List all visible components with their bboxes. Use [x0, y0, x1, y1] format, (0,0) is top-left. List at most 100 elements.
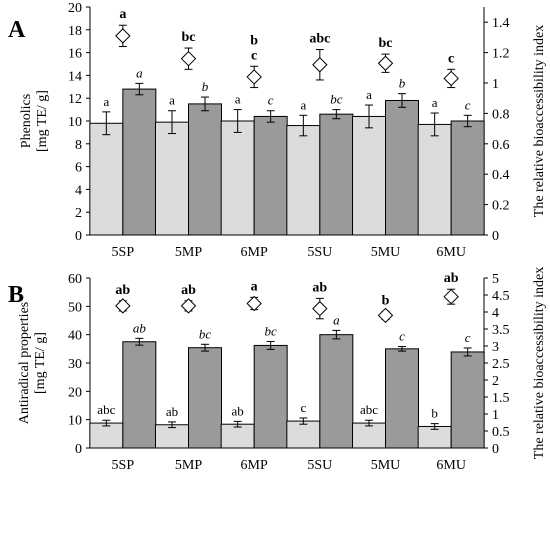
y-tick-label: 50 [68, 300, 82, 315]
y-axis-label-line: Phenolics [19, 94, 34, 148]
bar [417, 123, 452, 236]
index-marker [180, 50, 197, 67]
y-tick-label: 20 [68, 1, 82, 16]
y-tick-label: 4 [75, 183, 82, 198]
y2-axis-label: The relative bioaccessibility index [532, 25, 547, 217]
y-axis-label-line: [mg TE/ g] [33, 332, 48, 394]
y-tick-label: 0 [75, 442, 82, 457]
y-tick-label: 6 [75, 161, 82, 176]
bar-significance-letter: c [399, 329, 405, 344]
bar-significance-letter: bc [330, 92, 343, 107]
y-axis-label: Antiradical properties[mg TE/ g] [17, 302, 48, 424]
y-tick-label: 60 [68, 272, 82, 287]
index-marker [312, 57, 328, 73]
index-marker [443, 70, 459, 87]
y2-tick-label: 1.4 [492, 16, 510, 31]
x-tick-label: 6MU [436, 458, 466, 473]
bar-significance-letter: c [465, 330, 471, 345]
bar [220, 423, 255, 449]
bar [253, 344, 288, 449]
index-marker [246, 295, 262, 312]
index-marker [115, 28, 131, 44]
x-tick-label: 5SP [112, 458, 135, 473]
bar-significance-letter: b [399, 76, 406, 91]
index-significance-letter: bc [182, 30, 196, 45]
y-tick-label: 30 [68, 357, 82, 372]
bar [319, 334, 354, 449]
bar-significance-letter: a [366, 87, 372, 102]
y-tick-label: 8 [75, 138, 82, 153]
y-tick-label: 2 [75, 206, 82, 221]
y2-tick-label: 1.2 [492, 47, 510, 62]
bar [89, 422, 124, 449]
y2-tick-label: 0.6 [492, 138, 510, 153]
index-marker [246, 69, 262, 85]
bar [385, 99, 419, 236]
bar [188, 347, 222, 449]
y2-tick-label: 0.8 [492, 107, 510, 122]
y-tick-label: 0 [75, 229, 82, 244]
y2-tick-label: 3.5 [492, 323, 510, 338]
bar [122, 88, 157, 236]
index-marker [115, 298, 131, 314]
index-significance-letter: c [448, 51, 454, 66]
index-significance-letter-extra: b [250, 33, 258, 48]
panel-label: A [8, 17, 26, 43]
x-tick-label: 5MP [175, 245, 202, 260]
x-tick-label: 5MU [371, 458, 401, 473]
bar [89, 122, 124, 236]
bar [286, 420, 321, 449]
index-marker [312, 300, 328, 317]
bar-significance-letter: bc [199, 326, 212, 341]
bar [319, 113, 354, 236]
index-significance-letter: abc [309, 32, 330, 47]
bar-significance-letter: a [333, 312, 340, 327]
y-tick-label: 16 [68, 47, 82, 62]
index-marker [377, 55, 394, 71]
bar [352, 115, 386, 236]
x-tick-label: 5SU [307, 458, 332, 473]
y2-axis-label: The relative bioaccessibility index [532, 267, 547, 459]
bar-significance-letter: c [300, 400, 306, 415]
index-significance-letter: ab [115, 283, 130, 298]
index-significance-letter: ab [181, 283, 196, 298]
x-tick-label: 5MU [371, 245, 401, 260]
y-tick-label: 10 [68, 115, 82, 130]
y-tick-label: 14 [68, 69, 82, 84]
y-tick-label: 18 [68, 24, 82, 39]
bar-significance-letter: a [432, 95, 438, 110]
y2-tick-label: 5 [492, 272, 499, 287]
y2-tick-label: 2.5 [492, 357, 510, 372]
bar-significance-letter: a [103, 94, 109, 109]
bar [188, 103, 222, 236]
y2-tick-label: 1.5 [492, 391, 510, 406]
bar-significance-letter: b [202, 79, 209, 94]
index-significance-letter: b [382, 293, 390, 308]
bar-significance-letter: a [235, 92, 241, 107]
index-marker [377, 307, 394, 324]
y2-tick-label: 4 [492, 306, 499, 321]
index-significance-letter: ab [444, 271, 459, 286]
bar [450, 120, 485, 236]
bar [253, 115, 288, 236]
bar-significance-letter: a [136, 65, 143, 80]
bar-significance-letter: c [465, 97, 471, 112]
bar [385, 348, 419, 449]
index-significance-letter: a [119, 7, 126, 22]
bar-significance-letter: abc [360, 402, 378, 417]
y2-tick-label: 0.5 [492, 425, 510, 440]
panel-label: B [8, 282, 24, 308]
bar-significance-letter: a [300, 97, 306, 112]
y-tick-label: 20 [68, 385, 82, 400]
index-significance-letter: c [251, 48, 257, 63]
bar-significance-letter: b [431, 406, 438, 421]
bar-significance-letter: bc [265, 323, 278, 338]
bar [155, 121, 189, 236]
y-axis-label-line: [mg TE/ g] [35, 90, 50, 152]
bar [220, 120, 255, 236]
index-marker [443, 288, 459, 305]
bar [155, 424, 189, 449]
y2-tick-label: 3 [492, 340, 499, 355]
y-tick-label: 12 [68, 92, 82, 107]
